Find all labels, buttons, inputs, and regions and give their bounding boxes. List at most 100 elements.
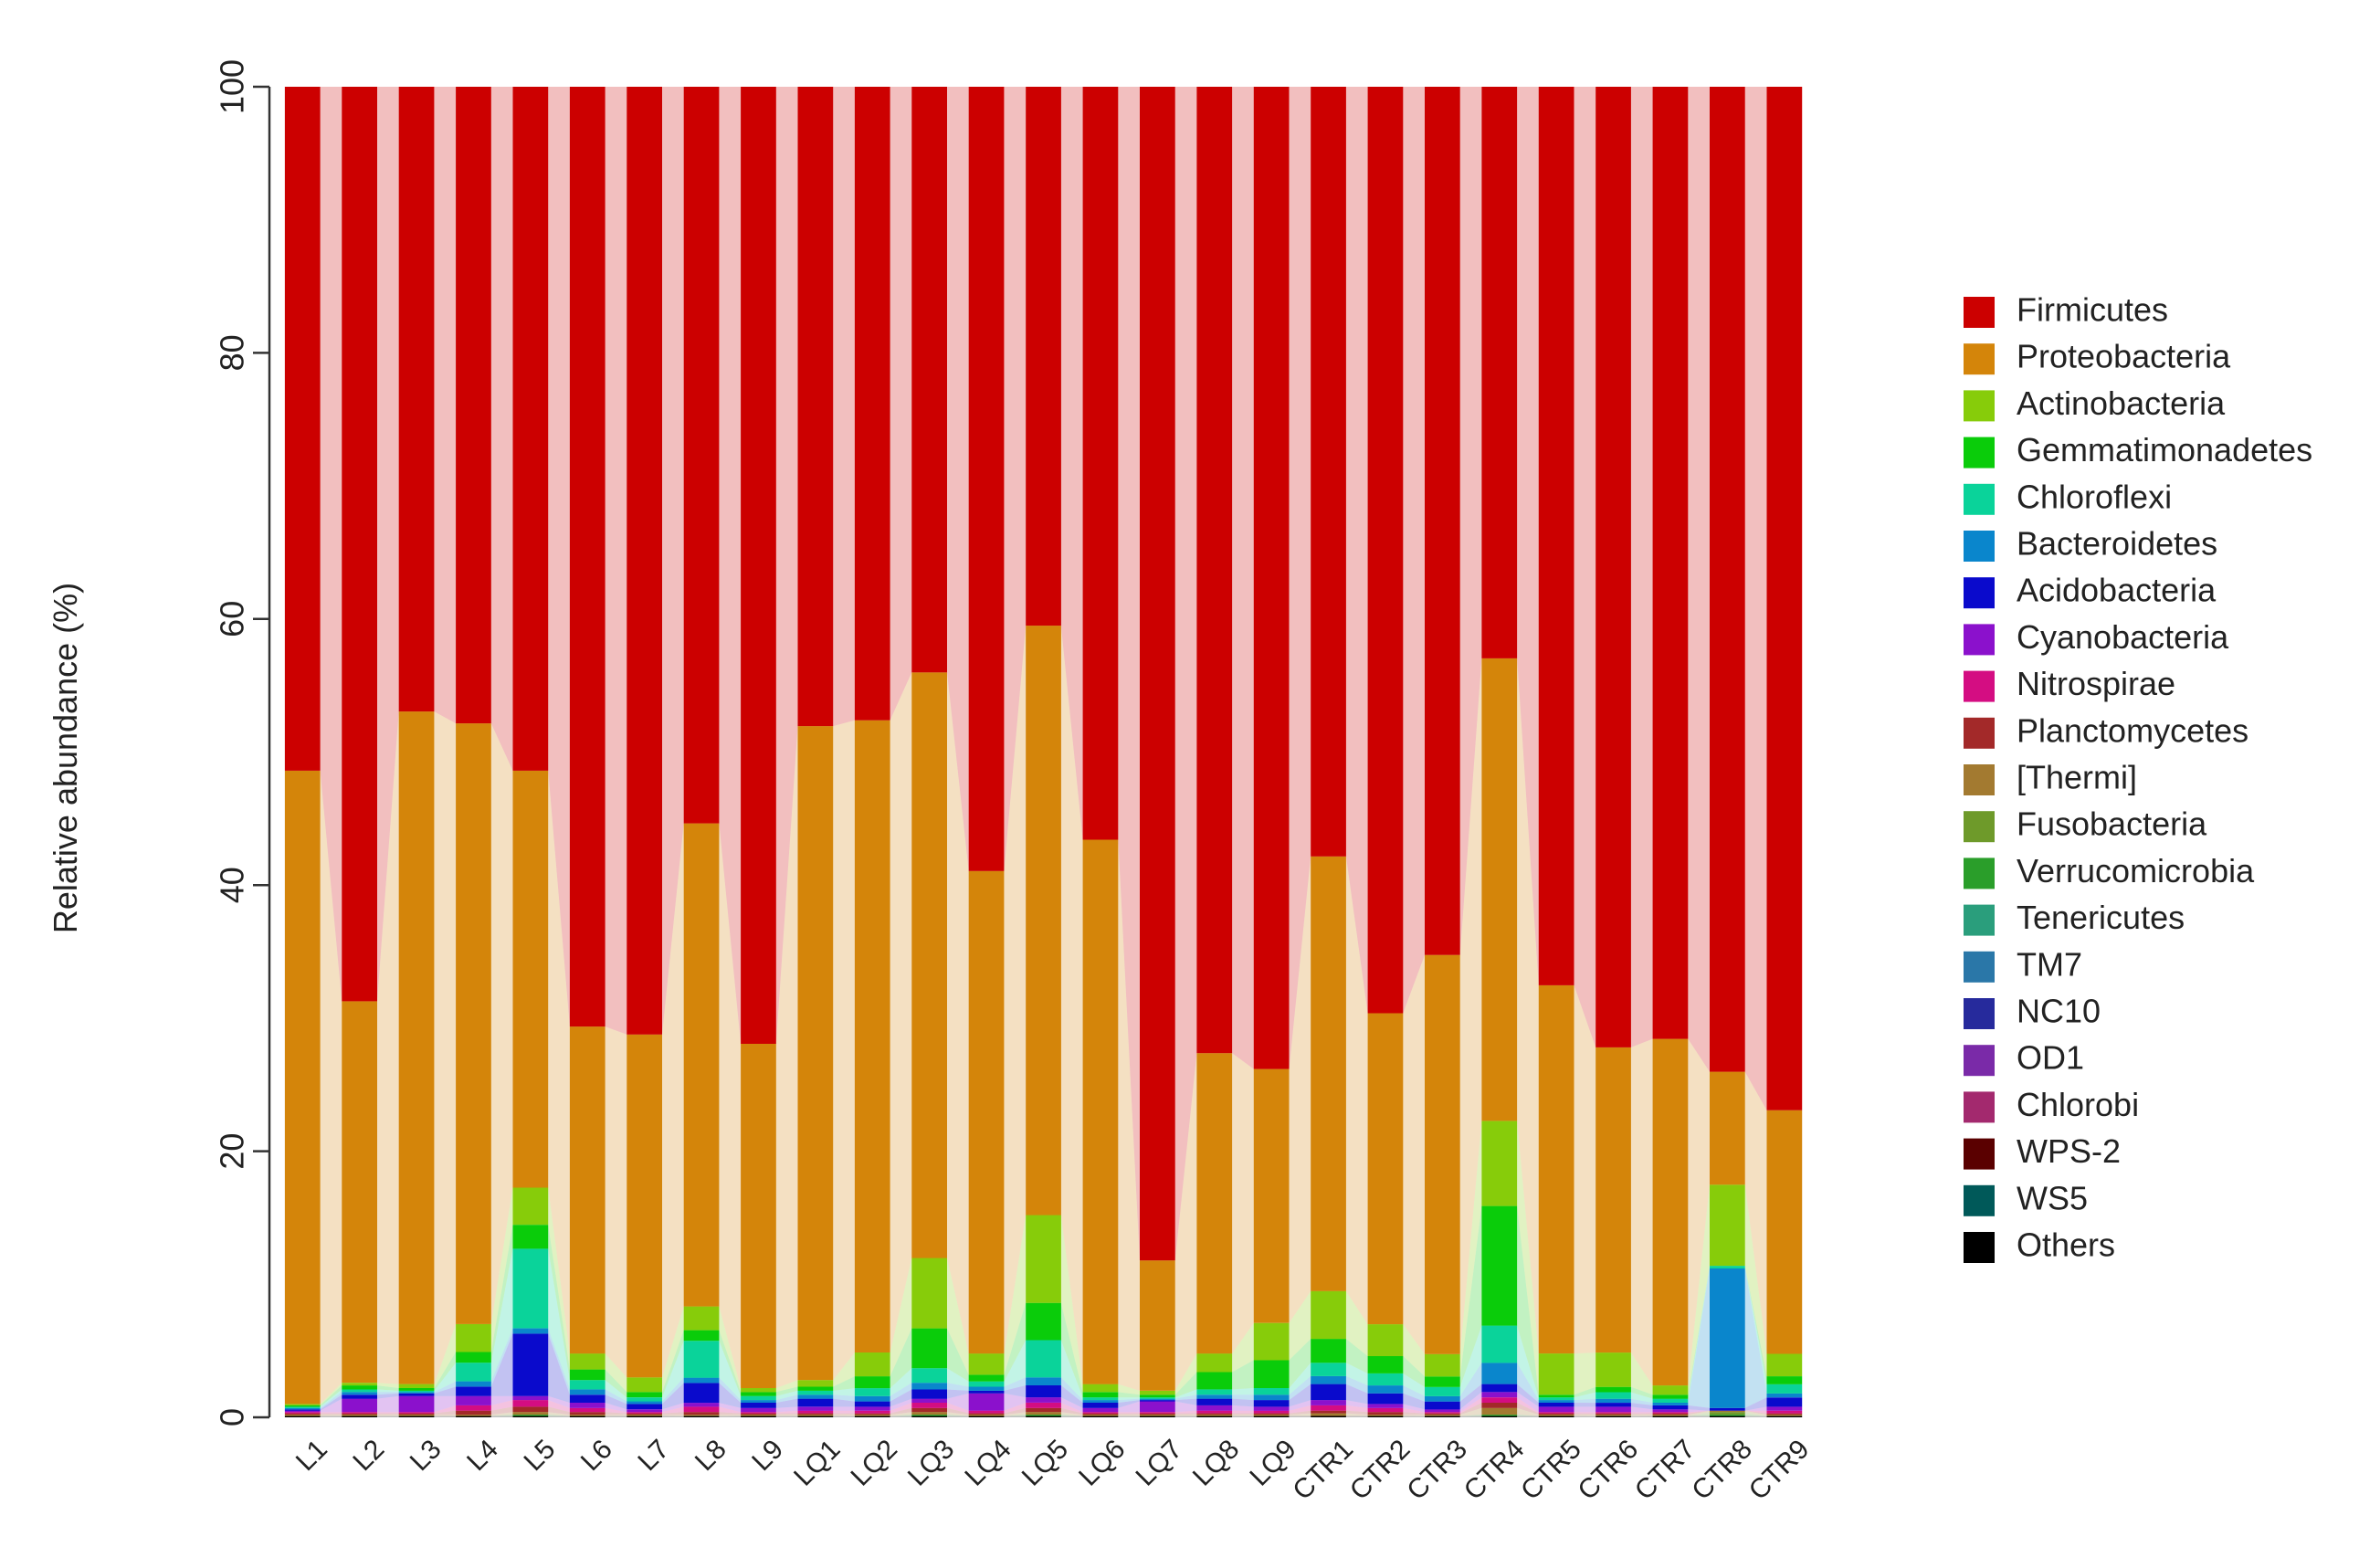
x-tick-label: CTR4 <box>1459 1434 1531 1506</box>
bar-segment <box>1425 1376 1460 1387</box>
bar-segment <box>398 1415 435 1416</box>
x-tick-label: L7 <box>632 1434 675 1477</box>
bar-segment <box>797 726 834 1381</box>
bar-segment <box>342 1394 377 1399</box>
legend-label: Gemmatimonadetes <box>2017 431 2312 468</box>
bar-segment <box>683 1406 720 1413</box>
bars <box>284 87 1803 1417</box>
bar-segment <box>512 1333 549 1396</box>
bar-segment <box>1595 1406 1631 1413</box>
legend-label: Tenericutes <box>2017 899 2185 936</box>
bar-segment <box>1710 1071 1745 1185</box>
bar-segment <box>1367 1373 1404 1386</box>
bar-segment <box>797 1398 834 1407</box>
bar-segment <box>398 1415 435 1417</box>
bar-segment <box>1481 1415 1518 1417</box>
x-tick-label: LQ8 <box>1187 1434 1245 1491</box>
bar-segment <box>1196 1053 1233 1354</box>
bar-segment <box>398 87 435 712</box>
bar-segment <box>1595 1403 1631 1407</box>
y-tick-label: 20 <box>214 1133 251 1170</box>
bar-segment <box>1196 1415 1233 1417</box>
bar-segment <box>1766 1353 1803 1376</box>
legend-swatch <box>1964 670 1995 702</box>
bar-segment <box>1425 1409 1460 1413</box>
bar-segment <box>1425 1395 1460 1402</box>
bar-segment <box>1253 1413 1290 1415</box>
bar-segment <box>1140 1401 1175 1413</box>
bar-segment <box>968 1381 1005 1387</box>
bar-segment <box>968 1413 1005 1415</box>
legend-label: NC10 <box>2017 993 2101 1030</box>
bar-segment <box>1140 87 1175 1261</box>
legend-label: WPS-2 <box>2017 1132 2121 1170</box>
x-tick-label: L8 <box>690 1434 732 1477</box>
bar-segment <box>1311 1363 1346 1376</box>
bar-segment <box>1082 1392 1119 1398</box>
bar-segment <box>683 1341 720 1378</box>
bar-segment <box>1253 1360 1290 1388</box>
bar-segment <box>627 1413 662 1415</box>
bar-segment <box>342 1392 377 1395</box>
bar-segment <box>1082 1400 1119 1403</box>
bar-segment <box>741 1400 776 1403</box>
bar-segment <box>1311 1413 1346 1416</box>
legend-label: [Thermi] <box>2017 759 2137 796</box>
bar-segment <box>1652 1398 1689 1403</box>
bar-segment <box>1481 1363 1518 1384</box>
bar-segment <box>968 870 1005 1354</box>
bar-segment <box>1481 1407 1518 1415</box>
bar-segment <box>284 1405 321 1407</box>
bar-segment <box>741 1415 776 1417</box>
bar-segment <box>1595 1398 1631 1403</box>
bar-segment <box>1367 1415 1404 1417</box>
bar-segment <box>342 1001 377 1384</box>
bar-segment <box>1026 1385 1061 1398</box>
bar-segment <box>456 1363 491 1382</box>
y-axis: 0 20 40 60 80 100 <box>214 59 271 1426</box>
flow-band <box>284 87 1803 1261</box>
bar-segment <box>911 1412 947 1415</box>
bar-segment <box>342 1398 377 1413</box>
bar-segment <box>1481 1392 1518 1398</box>
bar-segment <box>911 87 947 673</box>
bar-segment <box>342 1412 377 1414</box>
bar-segment <box>569 1389 606 1395</box>
bar-segment <box>1026 1407 1061 1413</box>
bar-segment <box>627 1377 662 1393</box>
bar-segment <box>1766 1410 1803 1414</box>
bar-segment <box>1140 1400 1175 1402</box>
bar-segment <box>627 87 662 1035</box>
bar-segment <box>1595 1392 1631 1399</box>
legend-label: Proteobacteria <box>2017 338 2231 375</box>
bar-segment <box>1196 1415 1233 1416</box>
bar-segment <box>1140 1412 1175 1414</box>
bar-segment <box>1538 1394 1574 1398</box>
bar-segment <box>1196 1372 1233 1390</box>
bar-segment <box>1026 626 1061 1215</box>
bar-segment <box>627 1401 662 1405</box>
bar-segment <box>512 87 549 771</box>
bar-segment <box>683 1330 720 1342</box>
bar-segment <box>1766 1110 1803 1354</box>
bar-segment <box>1481 1205 1518 1326</box>
bar-segment <box>1311 1410 1346 1414</box>
legend-swatch <box>1964 577 1995 609</box>
legend-swatch <box>1964 531 1995 562</box>
bar-segment <box>1595 1386 1631 1393</box>
bar-segment <box>741 1403 776 1408</box>
bar-segment <box>911 1398 947 1403</box>
bar-segment <box>1367 1412 1404 1415</box>
bar-segment <box>968 1415 1005 1416</box>
bar-segment <box>342 87 377 1002</box>
legend-label: TM7 <box>2017 945 2082 983</box>
bar-segment <box>968 87 1005 871</box>
bar-segment <box>1026 1415 1061 1416</box>
bar-segment <box>683 1377 720 1384</box>
legend-swatch <box>1964 1045 1995 1077</box>
bar-segment <box>1026 1215 1061 1303</box>
bar-segment <box>1026 1412 1061 1415</box>
bar-segment <box>456 1352 491 1363</box>
bar-segment <box>1425 1412 1460 1414</box>
